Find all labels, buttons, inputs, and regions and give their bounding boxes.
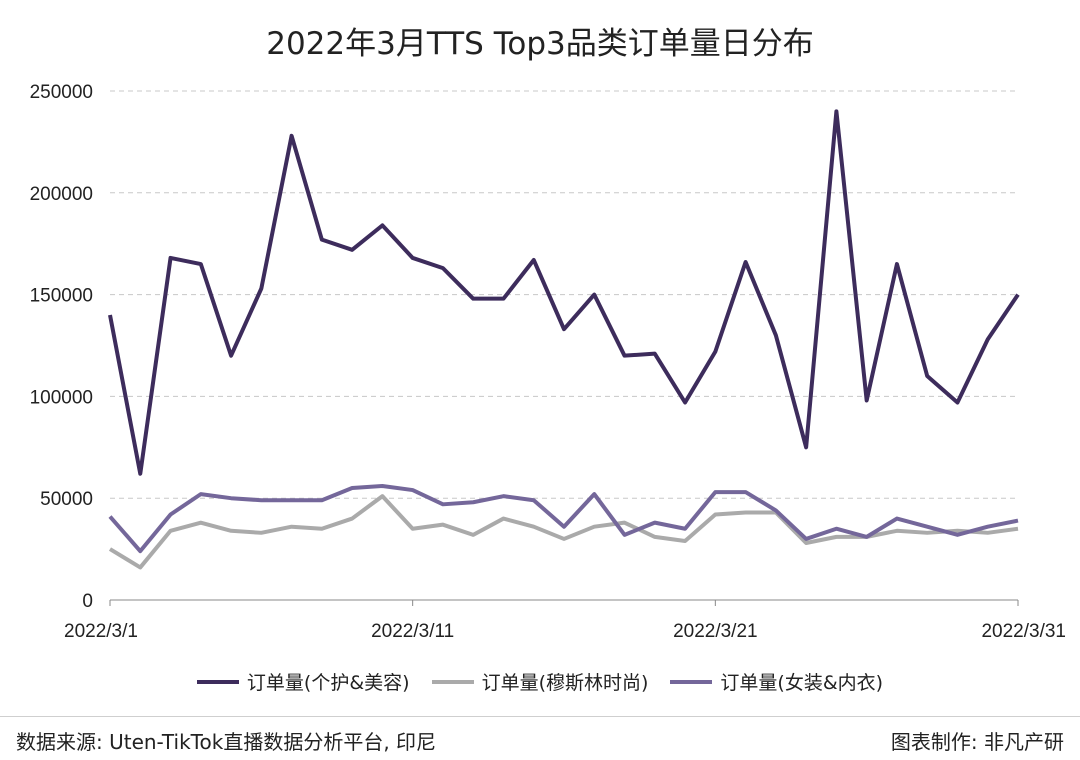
legend-swatch-0 [196,679,239,684]
legend-label: 订单量(女装&内衣) [720,672,884,694]
chart-credit: 图表制作: 非凡产研 [890,730,1064,754]
chart-title: 2022年3月TTS Top3品类订单量日分布 [266,26,814,62]
y-tick-label: 200000 [30,184,93,205]
legend-item: 订单量(女装&内衣) [670,668,883,695]
y-tick-label: 150000 [30,286,93,307]
y-tick-label: 50000 [40,489,93,510]
x-tick-label: 2022/3/11 [371,621,454,642]
legend-label: 订单量(个护&美容) [246,672,410,694]
series-line-1 [108,494,1019,570]
legend-swatch-1 [431,679,474,684]
y-tick-label: 250000 [30,82,93,103]
series-line-2 [108,483,1019,554]
data-source: 数据来源: Uten-TikTok直播数据分析平台, 印尼 [16,730,437,754]
legend: 订单量(个护&美容) 订单量(穆斯林时尚) 订单量(女装&内衣) [0,668,1080,695]
y-tick-label: 0 [82,591,93,612]
legend-label: 订单量(穆斯林时尚) [481,672,649,694]
footer-divider [0,716,1080,717]
y-tick-label: 100000 [30,387,93,408]
legend-swatch-2 [670,679,713,684]
legend-item: 订单量(穆斯林时尚) [431,668,649,695]
legend-item: 订单量(个护&美容) [196,668,410,695]
series-line-0 [108,109,1020,476]
line-chart: 0 50000 100000 150000 200000 250000 2022/3/1 20… [30,82,1066,642]
x-tick-label: 2022/3/31 [981,621,1066,642]
x-tick-label: 2022/3/1 [64,621,138,642]
x-tick-label: 2022/3/21 [673,621,758,642]
